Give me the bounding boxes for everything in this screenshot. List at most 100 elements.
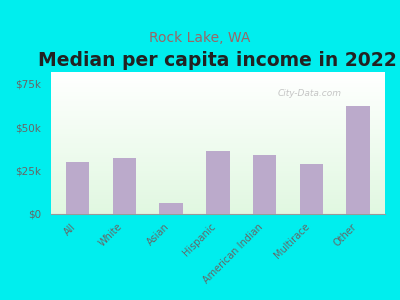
Bar: [51, 207, 385, 208]
Bar: [51, 117, 385, 118]
Bar: [51, 161, 385, 162]
Bar: [51, 176, 385, 177]
Bar: [51, 112, 385, 113]
Bar: [51, 90, 385, 91]
Bar: [51, 123, 385, 124]
Bar: [51, 81, 385, 82]
Bar: [51, 134, 385, 135]
Bar: [51, 187, 385, 188]
Bar: [51, 144, 385, 145]
Bar: [51, 153, 385, 154]
Bar: [51, 86, 385, 87]
Bar: [51, 156, 385, 157]
Bar: [51, 75, 385, 76]
Bar: [51, 152, 385, 153]
Bar: [51, 73, 385, 74]
Bar: [51, 164, 385, 165]
Bar: [51, 98, 385, 99]
Bar: [66, 162, 89, 214]
Bar: [51, 72, 385, 73]
Bar: [51, 118, 385, 119]
Bar: [51, 175, 385, 176]
Bar: [51, 115, 385, 116]
Bar: [51, 106, 385, 107]
Text: Rock Lake, WA: Rock Lake, WA: [149, 32, 251, 46]
Bar: [51, 107, 385, 108]
Bar: [51, 183, 385, 184]
Bar: [300, 164, 323, 214]
Bar: [206, 152, 230, 214]
Bar: [51, 104, 385, 105]
Bar: [51, 199, 385, 200]
Bar: [51, 202, 385, 203]
Bar: [51, 205, 385, 206]
Bar: [51, 101, 385, 102]
Bar: [51, 170, 385, 171]
Bar: [51, 159, 385, 160]
Bar: [51, 121, 385, 122]
Bar: [51, 213, 385, 214]
Bar: [51, 191, 385, 192]
Bar: [51, 162, 385, 163]
Bar: [51, 204, 385, 205]
Bar: [51, 83, 385, 84]
Bar: [51, 211, 385, 212]
Bar: [51, 131, 385, 132]
Bar: [51, 202, 385, 203]
Bar: [51, 167, 385, 168]
Bar: [51, 100, 385, 101]
Bar: [51, 140, 385, 141]
Bar: [51, 89, 385, 90]
Bar: [51, 177, 385, 178]
Bar: [51, 190, 385, 191]
Bar: [51, 137, 385, 138]
Bar: [51, 110, 385, 111]
Bar: [51, 92, 385, 93]
Bar: [51, 180, 385, 181]
Bar: [51, 179, 385, 180]
Bar: [51, 119, 385, 120]
Bar: [51, 150, 385, 151]
Bar: [51, 80, 385, 81]
Bar: [51, 166, 385, 167]
Bar: [51, 129, 385, 130]
Bar: [51, 94, 385, 95]
Bar: [51, 141, 385, 142]
Bar: [51, 185, 385, 186]
Bar: [51, 209, 385, 210]
Bar: [51, 173, 385, 174]
Bar: [253, 155, 276, 214]
Bar: [51, 76, 385, 77]
Bar: [51, 138, 385, 139]
Text: City-Data.com: City-Data.com: [278, 88, 342, 98]
Bar: [51, 210, 385, 211]
Bar: [51, 165, 385, 166]
Bar: [51, 128, 385, 129]
Bar: [51, 206, 385, 207]
Bar: [51, 93, 385, 94]
Bar: [51, 88, 385, 89]
Bar: [51, 103, 385, 104]
Bar: [51, 188, 385, 189]
Bar: [51, 135, 385, 136]
Bar: [51, 109, 385, 110]
Bar: [51, 178, 385, 179]
Bar: [51, 139, 385, 140]
Bar: [51, 186, 385, 187]
Bar: [51, 154, 385, 155]
Bar: [51, 194, 385, 195]
Bar: [51, 142, 385, 143]
Bar: [51, 111, 385, 112]
Bar: [51, 169, 385, 170]
Bar: [51, 125, 385, 126]
Bar: [51, 145, 385, 146]
Bar: [51, 146, 385, 147]
Bar: [51, 95, 385, 96]
Bar: [51, 105, 385, 106]
Bar: [51, 168, 385, 169]
Bar: [51, 82, 385, 83]
Bar: [51, 120, 385, 121]
Bar: [51, 155, 385, 156]
Bar: [51, 158, 385, 159]
Bar: [51, 198, 385, 199]
